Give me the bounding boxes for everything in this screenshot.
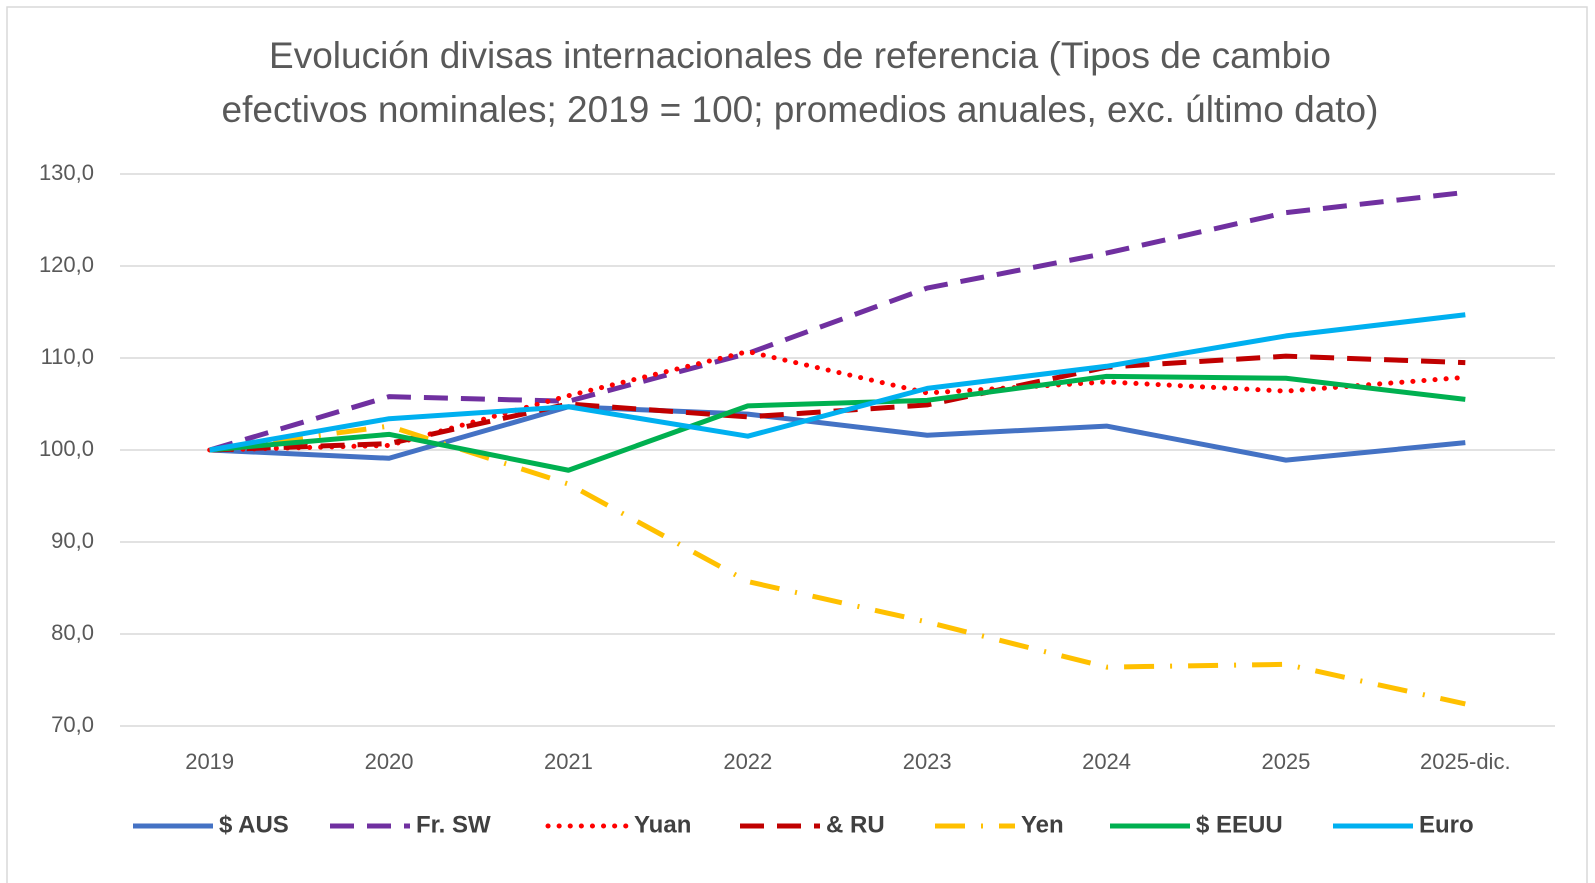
series-line (209, 373, 1466, 473)
x-tick-label: 2020 (365, 749, 414, 774)
series-line (209, 423, 1466, 707)
y-tick-label: 120,0 (39, 252, 94, 277)
legend-label: Fr. SW (416, 811, 491, 838)
y-tick-label: 110,0 (41, 344, 94, 369)
chart-title: efectivos nominales; 2019 = 100; promedi… (222, 89, 1379, 130)
legend-label: Euro (1419, 811, 1474, 838)
x-tick-label: 2019 (185, 749, 234, 774)
x-tick-label: 2022 (723, 749, 772, 774)
y-tick-label: 90,0 (51, 528, 94, 553)
y-tick-label: 80,0 (51, 620, 94, 645)
x-tick-label: 2024 (1082, 749, 1131, 774)
x-tick-label: 2021 (544, 749, 593, 774)
chart-title: Evolución divisas internacionales de ref… (269, 35, 1331, 76)
legend-label: Yuan (634, 811, 691, 838)
legend-label: & RU (826, 811, 885, 838)
y-tick-label: 130,0 (39, 160, 94, 185)
series-line (209, 404, 1466, 463)
legend-label: $ AUS (219, 811, 289, 838)
series-line (209, 312, 1466, 453)
series-line (208, 189, 1466, 453)
x-tick-label: 2023 (903, 749, 952, 774)
y-tick-label: 100,0 (39, 436, 94, 461)
x-tick-label: 2025-dic. (1420, 749, 1511, 774)
x-tick-label: 2025 (1261, 749, 1310, 774)
legend-label: Yen (1021, 811, 1064, 838)
y-tick-label: 70,0 (51, 712, 94, 737)
legend-label: $ EEUU (1196, 811, 1283, 838)
